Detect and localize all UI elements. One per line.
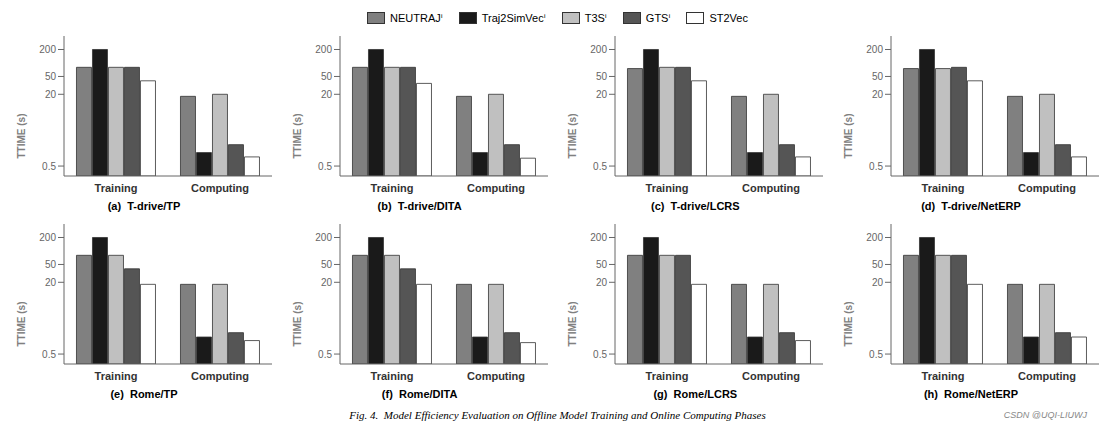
svg-text:Computing: Computing — [742, 370, 800, 382]
svg-text:50: 50 — [872, 71, 884, 82]
svg-text:Computing: Computing — [742, 182, 800, 194]
svg-text:TTIME (s): TTIME (s) — [16, 302, 27, 347]
svg-text:0.5: 0.5 — [593, 161, 607, 172]
svg-text:20: 20 — [321, 277, 333, 288]
svg-text:Training: Training — [370, 370, 413, 382]
svg-text:Computing: Computing — [1018, 370, 1076, 382]
html-text:(h) Rome/NetERP: (h) Rome/NetERP — [923, 388, 1018, 400]
svg-text:200: 200 — [39, 44, 56, 55]
svg-text:50: 50 — [45, 259, 57, 270]
svg-text:TTIME (s): TTIME (s) — [843, 302, 854, 347]
svg-text:0.5: 0.5 — [318, 161, 332, 172]
svg-text:0.5: 0.5 — [593, 349, 607, 360]
svg-text:Training: Training — [95, 370, 138, 382]
svg-text:Computing: Computing — [191, 370, 249, 382]
svg-text:20: 20 — [596, 89, 608, 100]
svg-text:Training: Training — [922, 370, 965, 382]
svg-text:200: 200 — [39, 232, 56, 243]
html-text:Traj2SimVecⁱ: Traj2SimVecⁱ — [481, 11, 546, 24]
svg-text:50: 50 — [596, 259, 608, 270]
svg-text:TTIME (s): TTIME (s) — [843, 114, 854, 159]
svg-text:0.5: 0.5 — [42, 349, 56, 360]
svg-text:TTIME (s): TTIME (s) — [567, 302, 578, 347]
html-text:(e) Rome/TP: (e) Rome/TP — [110, 388, 178, 400]
svg-text:Computing: Computing — [1018, 182, 1076, 194]
svg-text:TTIME (s): TTIME (s) — [291, 114, 302, 159]
html-text:(f) Rome/DITA: (f) Rome/DITA — [381, 388, 458, 400]
html-text:NEUTRAJⁱ: NEUTRAJⁱ — [390, 11, 443, 24]
html-text:(b) T-drive/DITA: (b) T-drive/DITA — [377, 200, 462, 212]
svg-text:20: 20 — [872, 89, 884, 100]
svg-text:Training: Training — [95, 182, 138, 194]
html-text:T3Sⁱ: T3Sⁱ — [584, 11, 607, 24]
html-text:CSDN @UQI-LIUWJ: CSDN @UQI-LIUWJ — [1003, 410, 1087, 420]
svg-text:Training: Training — [646, 182, 689, 194]
html-text:(c) T-drive/LCRS: (c) T-drive/LCRS — [651, 200, 740, 212]
svg-text:200: 200 — [866, 44, 883, 55]
svg-text:TTIME (s): TTIME (s) — [567, 114, 578, 159]
svg-text:200: 200 — [866, 232, 883, 243]
svg-text:Training: Training — [922, 182, 965, 194]
svg-text:Computing: Computing — [467, 370, 525, 382]
svg-text:Computing: Computing — [467, 182, 525, 194]
svg-text:Training: Training — [370, 182, 413, 194]
svg-text:0.5: 0.5 — [869, 349, 883, 360]
html-text:(g) Rome/LCRS: (g) Rome/LCRS — [653, 388, 738, 400]
html-text:Fig. 4. Model Efficiency Evalu: Fig. 4. Model Efficiency Evaluation on O… — [349, 409, 766, 421]
svg-text:20: 20 — [872, 277, 884, 288]
svg-text:Training: Training — [646, 370, 689, 382]
svg-text:0.5: 0.5 — [318, 349, 332, 360]
svg-text:20: 20 — [596, 277, 608, 288]
svg-text:200: 200 — [591, 44, 608, 55]
svg-text:200: 200 — [315, 232, 332, 243]
svg-text:20: 20 — [45, 89, 57, 100]
html-text:(d) T-drive/NetERP: (d) T-drive/NetERP — [921, 200, 1021, 212]
svg-text:TTIME (s): TTIME (s) — [291, 302, 302, 347]
svg-text:20: 20 — [45, 277, 57, 288]
svg-text:50: 50 — [321, 259, 333, 270]
svg-text:50: 50 — [45, 71, 57, 82]
svg-text:50: 50 — [596, 71, 608, 82]
svg-text:TTIME (s): TTIME (s) — [16, 114, 27, 159]
svg-text:20: 20 — [321, 89, 333, 100]
svg-text:Computing: Computing — [191, 182, 249, 194]
svg-text:50: 50 — [321, 71, 333, 82]
html-text:GTSⁱ: GTSⁱ — [645, 11, 671, 24]
html-text:(a) T-drive/TP: (a) T-drive/TP — [107, 200, 181, 212]
svg-text:200: 200 — [591, 232, 608, 243]
svg-text:0.5: 0.5 — [42, 161, 56, 172]
html-text:ST2Vec: ST2Vec — [709, 12, 748, 24]
svg-text:0.5: 0.5 — [869, 161, 883, 172]
svg-text:200: 200 — [315, 44, 332, 55]
svg-text:50: 50 — [872, 259, 884, 270]
